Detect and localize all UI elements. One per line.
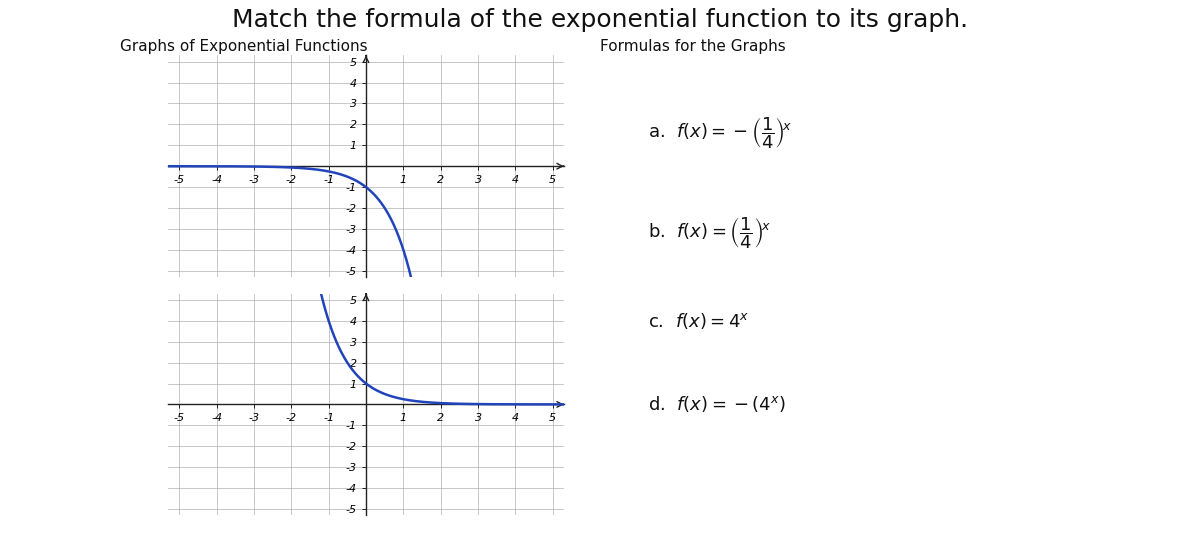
Text: Match the formula of the exponential function to its graph.: Match the formula of the exponential fun… (232, 8, 968, 32)
Text: Graphs of Exponential Functions: Graphs of Exponential Functions (120, 39, 367, 54)
Text: d.  $f(x) = -(4^x)$: d. $f(x) = -(4^x)$ (648, 394, 786, 414)
Text: Formulas for the Graphs: Formulas for the Graphs (600, 39, 786, 54)
Text: b.  $f(x) = \left(\dfrac{1}{4}\right)^{\!x}$: b. $f(x) = \left(\dfrac{1}{4}\right)^{\!… (648, 215, 770, 250)
Text: a.  $f(x) = -\left(\dfrac{1}{4}\right)^{\!x}$: a. $f(x) = -\left(\dfrac{1}{4}\right)^{\… (648, 115, 792, 151)
Text: c.  $f(x) = 4^x$: c. $f(x) = 4^x$ (648, 311, 749, 331)
